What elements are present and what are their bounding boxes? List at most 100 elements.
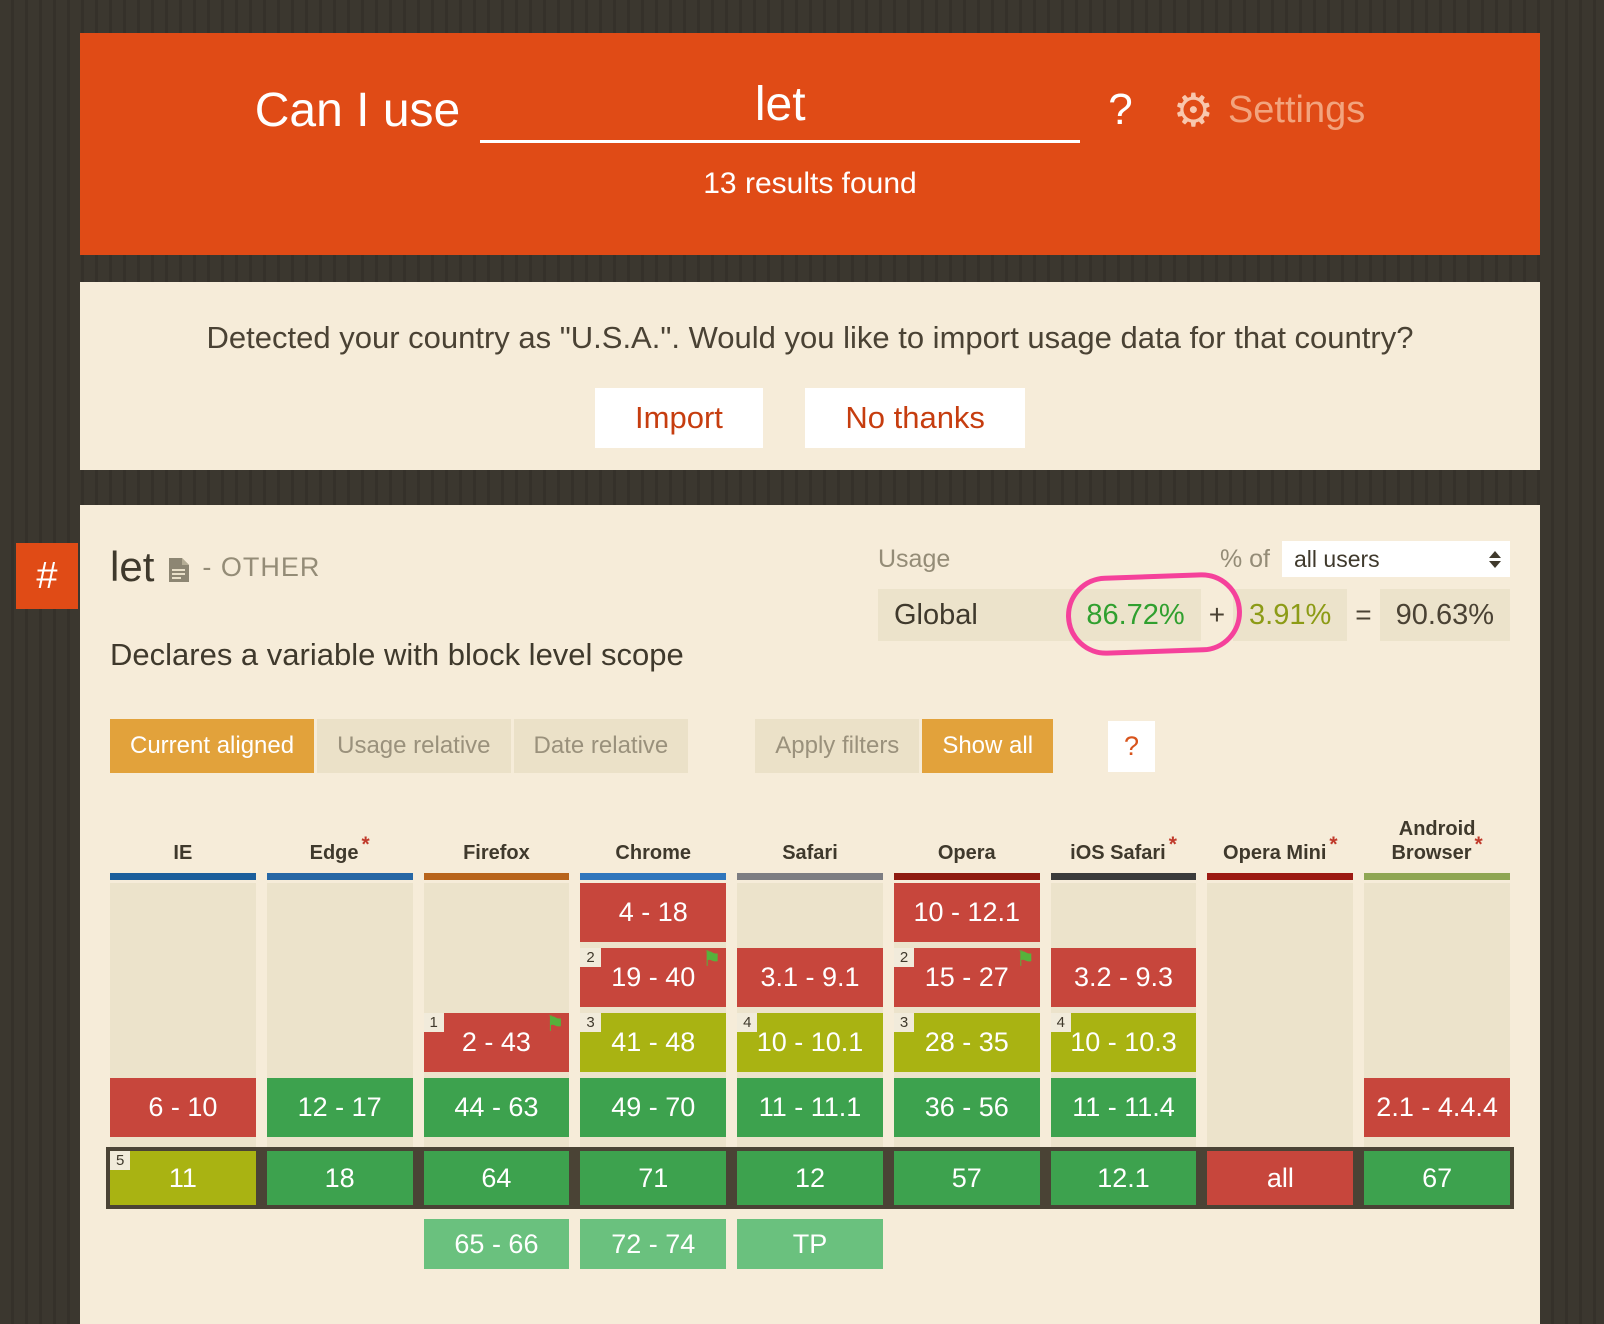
usage-top-row: Usage % of all users [878,541,1510,577]
browser-column: 3.2 - 9.3 4 10 - 10.3 11 - 11.4 [1050,883,1197,1147]
version-range: 49 - 70 [611,1092,696,1122]
tab-current-aligned[interactable]: Current aligned [110,719,315,773]
support-cell[interactable]: 11 - 11.4 [1050,1078,1197,1137]
view-tabs: Current aligned Usage relative Date relati… [110,719,691,773]
version-slot: 2 15 - 27 ⚑ [893,948,1040,1007]
help-button[interactable]: ? [1108,720,1156,772]
current-versions-grid: 5 11 18 64 71 12 57 12.1 all 67 [110,1151,1510,1205]
support-cell[interactable]: 36 - 56 [893,1078,1040,1137]
support-cell[interactable]: 3.1 - 9.1 [737,948,883,1007]
document-icon [169,558,190,582]
version-slot: 3.1 - 9.1 [737,948,883,1007]
support-cell[interactable]: 6 - 10 [110,1078,256,1137]
import-banner: Detected your country as "U.S.A.". Would… [80,282,1540,470]
version-range: 3.2 - 9.3 [1074,962,1174,992]
banner-message: Detected your country as "U.S.A.". Would… [206,320,1414,355]
version-slot: 3 28 - 35 [893,1013,1040,1072]
version-range: 71 [638,1162,669,1193]
version-range: 36 - 56 [924,1092,1009,1122]
support-cell[interactable]: 4 10 - 10.1 [737,1013,883,1072]
support-cell[interactable]: 64 [423,1151,570,1205]
browser-column: 6 - 10 [110,883,256,1147]
version-slot [737,883,883,942]
future-slot [1364,1219,1510,1269]
support-cell[interactable]: 2 15 - 27 ⚑ [893,948,1040,1007]
search-help-button[interactable]: ? [1108,85,1133,134]
current-versions-row: 5 11 18 64 71 12 57 12.1 all 67 [106,1147,1514,1209]
header-row: Can I use ? ⚙ Settings [80,33,1540,143]
future-slot [1207,1219,1353,1269]
support-cell[interactable]: 18 [266,1151,413,1205]
version-range: 2 - 43 [461,1027,531,1057]
support-cell[interactable]: 4 - 18 [580,883,727,942]
version-range: 11 - 11.4 [1072,1092,1175,1122]
support-cell[interactable]: 3 28 - 35 [893,1013,1040,1072]
version-slot [1207,948,1353,1007]
support-cell[interactable]: 57 [893,1151,1040,1205]
header: Can I use ? ⚙ Settings 13 results found [80,33,1540,255]
support-cell[interactable]: 72 - 74 [580,1219,727,1269]
support-cell[interactable]: 12.1 [1050,1151,1197,1205]
anchor-button[interactable]: # [16,543,78,609]
no-thanks-button[interactable]: No thanks [805,388,1025,448]
support-cell[interactable]: 67 [1364,1151,1510,1205]
support-cell[interactable]: 49 - 70 [580,1078,727,1137]
version-slot: 36 - 56 [893,1078,1040,1137]
support-cell[interactable]: 12 - 17 [266,1078,413,1137]
equals-sign: = [1355,599,1372,630]
tab-date-relative[interactable]: Date relative [513,719,689,773]
support-cell[interactable]: 5 11 [110,1151,256,1205]
version-slot: 4 10 - 10.3 [1050,1013,1197,1072]
version-range: 18 [324,1162,355,1193]
audience-select[interactable]: all users [1282,541,1510,577]
support-cell[interactable]: 65 - 66 [423,1219,570,1269]
support-cell[interactable]: TP [737,1219,883,1269]
support-cell[interactable]: 44 - 63 [423,1078,570,1137]
version-range: 11 - 11.1 [758,1092,862,1122]
browser-name: Opera [937,842,996,864]
support-cell[interactable]: 2 19 - 40 ⚑ [580,948,727,1007]
browser-brand-bar [110,873,256,880]
browser-column: 1 2 - 43 ⚑ 44 - 63 [423,883,570,1147]
version-slot [1207,1013,1353,1072]
select-arrows-icon [1489,550,1501,568]
version-slot: 2.1 - 4.4.4 [1364,1078,1510,1137]
browser-name: Opera Mini * [1223,833,1338,864]
browser-name: Edge * [309,833,370,864]
footnote-number: 5 [110,1151,131,1170]
version-slot: 44 - 63 [423,1078,570,1137]
usage-partial-strip: 3.91% [1233,589,1348,641]
support-cell[interactable]: 1 2 - 43 ⚑ [423,1013,570,1072]
support-cell[interactable]: 3 41 - 48 [580,1013,727,1072]
version-range: 12 - 17 [297,1092,382,1122]
footnote-number: 4 [737,1013,758,1032]
feature-category: - OTHER [202,551,321,582]
support-cell[interactable]: 10 - 12.1 [893,883,1040,942]
support-cell[interactable]: all [1207,1151,1354,1205]
footnote-number: 4 [1050,1013,1071,1032]
support-cell[interactable]: 4 10 - 10.3 [1050,1013,1197,1072]
version-slot: 3.2 - 9.3 [1050,948,1197,1007]
version-range: 65 - 66 [454,1228,539,1259]
version-slot [110,948,256,1007]
browser-name: Firefox [463,842,530,864]
gear-icon: ⚙ [1172,84,1214,136]
button-apply-filters[interactable]: Apply filters [755,719,920,773]
button-show-all[interactable]: Show all [922,719,1054,773]
version-range: 28 - 35 [924,1027,1009,1057]
support-cell[interactable]: 2.1 - 4.4.4 [1364,1078,1510,1137]
version-slot: 3 41 - 48 [580,1013,727,1072]
support-cell[interactable]: 3.2 - 9.3 [1050,948,1197,1007]
search-input[interactable] [480,77,1081,143]
support-cell[interactable]: 71 [580,1151,727,1205]
browser-brand-bar [266,873,413,880]
support-cell[interactable]: 11 - 11.1 [737,1078,883,1137]
flag-icon: ⚑ [1015,948,1035,971]
tab-usage-relative[interactable]: Usage relative [317,719,511,773]
support-cell[interactable]: 12 [737,1151,883,1205]
usage-scope-label: Global [894,598,978,631]
future-slot [267,1219,413,1269]
settings-button[interactable]: ⚙ Settings [1173,87,1366,133]
import-button[interactable]: Import [595,388,763,448]
version-slot [1051,883,1197,942]
